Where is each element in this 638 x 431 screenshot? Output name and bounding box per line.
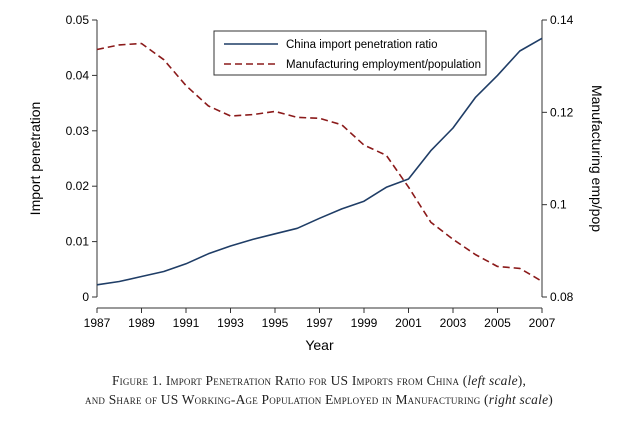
x-tick-label: 2007 [529,316,556,330]
legend-box [213,30,487,76]
left-tick-label: 0.01 [66,235,90,249]
right-tick-label: 0.08 [550,290,574,304]
legend-label-import-penetration: China import penetration ratio [286,39,438,51]
china-import-penetration-line [96,37,543,286]
x-tick-label: 2001 [395,316,422,330]
left-axis-title: Import penetration [27,102,43,216]
x-tick-label: 2003 [440,316,467,330]
left-tick-label: 0.02 [66,179,90,193]
caption-line-2-text: and Share of US Working-Age Population E… [85,392,489,407]
left-tick-label: 0.05 [66,13,90,27]
x-tick-label: 2005 [484,316,511,330]
x-axis-title: Year [305,337,334,353]
caption-line-2-italic: right scale [488,392,549,407]
x-tick-label: 1993 [217,316,244,330]
x-tick-label: 1987 [84,316,111,330]
left-tick-label: 0.04 [66,68,90,82]
left-tick-label: 0.03 [66,124,90,138]
figure-caption-line-2: and Share of US Working-Age Population E… [0,392,638,408]
caption-line-2-end: ) [548,392,553,407]
figure-caption-line-1: Figure 1. Import Penetration Ratio for U… [0,373,638,389]
right-tick-label: 0.14 [550,13,574,27]
chart-legend: China import penetration ratio Manufactur… [213,30,487,76]
caption-line-1-end: ), [517,373,527,388]
x-tick-label: 1997 [306,316,333,330]
right-tick-label: 0.12 [550,105,574,119]
right-axis-title: Manufacturing emp/pop [589,85,605,232]
x-tick-label: 1995 [262,316,289,330]
legend-label-manufacturing: Manufacturing employment/population [286,59,481,71]
caption-line-1-italic: left scale [467,373,518,388]
manufacturing-employment-line [96,42,543,282]
x-tick-label: 1989 [128,316,155,330]
caption-line-1-text: Figure 1. Import Penetration Ratio for U… [111,373,468,388]
x-tick-label: 1999 [351,316,378,330]
chart-axes: 0 0.01 0.02 0.03 0.04 0.05 0.08 0.1 0.12 0.14 1987… [27,13,605,353]
left-tick-label: 0 [82,290,89,304]
x-tick-label: 1991 [173,316,200,330]
right-tick-label: 0.1 [550,198,567,212]
chart-series-layer [96,37,543,286]
